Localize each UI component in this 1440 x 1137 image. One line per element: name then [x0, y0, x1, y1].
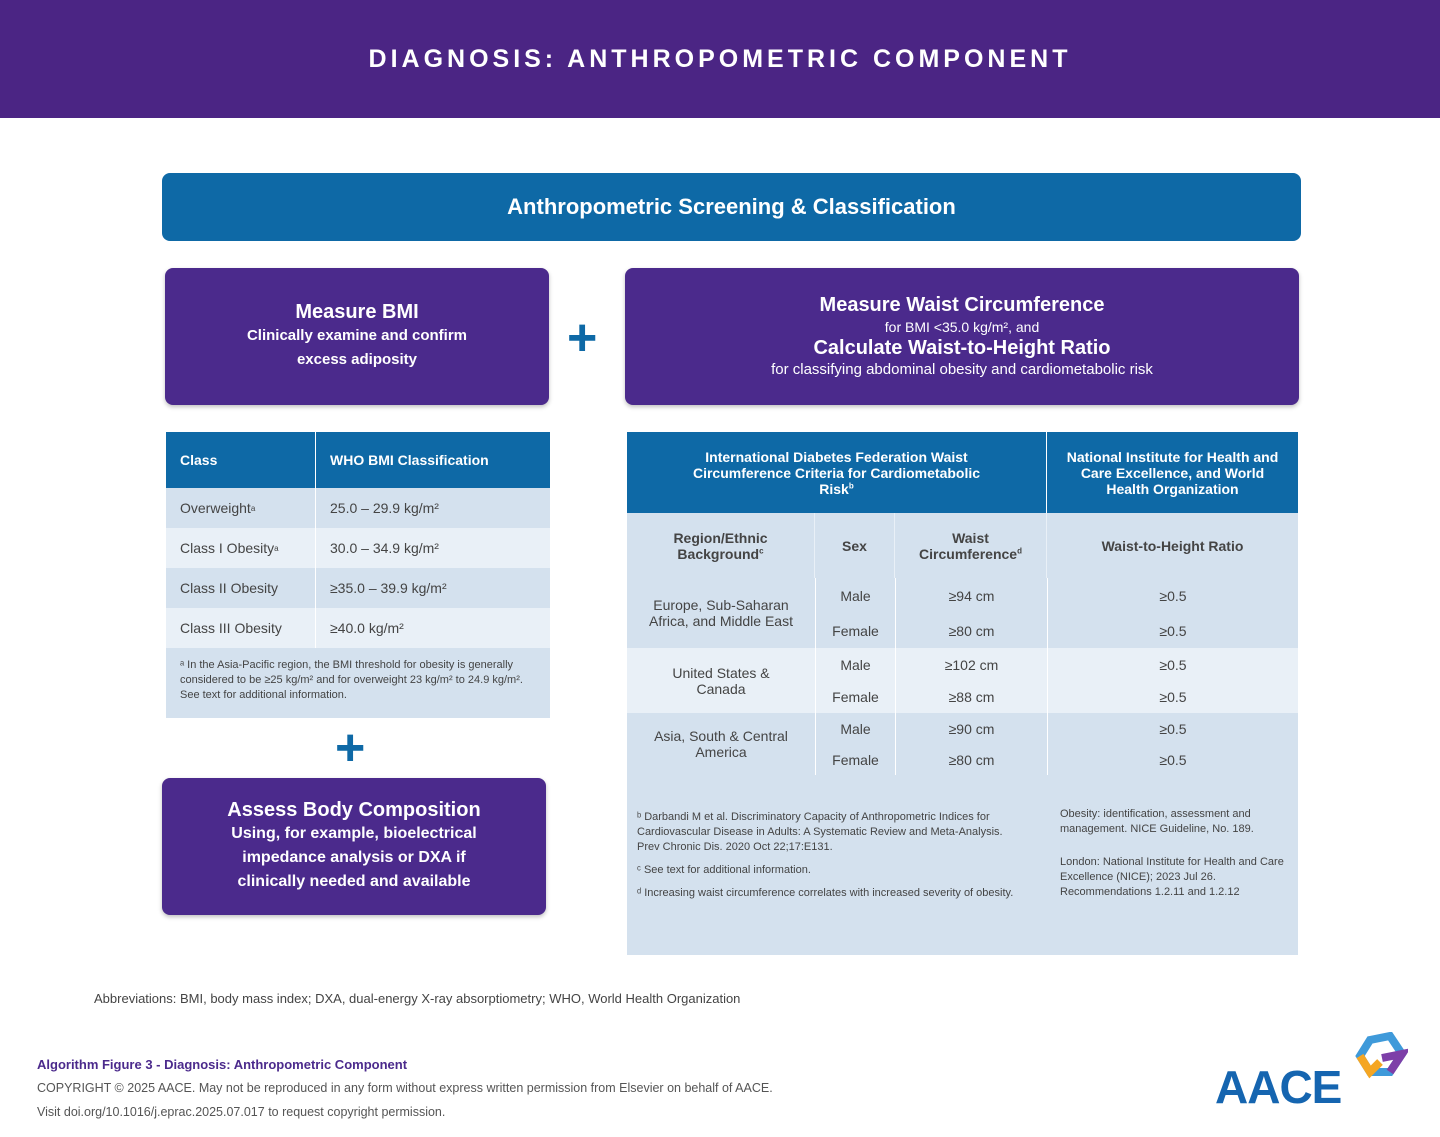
waist-footnotes: ᵇ Darbandi M et al. Discriminatory Capac… [627, 775, 1298, 955]
nice-reference: London: National Institute for Health an… [1060, 856, 1284, 898]
sup: a [274, 543, 279, 553]
nice-reference: Obesity: identification, assessment and … [1060, 808, 1254, 835]
nice-header: National Institute for Health and Care E… [1047, 432, 1298, 513]
col-ratio: Waist-to-Height Ratio [1047, 513, 1298, 578]
waist-cell: ≥94 cm [895, 578, 1047, 614]
body-box-line: impedance analysis or DXA if [242, 849, 466, 866]
ratio-cell: ≥0.5 [1047, 681, 1298, 713]
bmi-class: Class I Obesity [180, 540, 275, 556]
region-cell: Asia, South & Central America [627, 713, 815, 775]
body-composition-box: Assess Body Composition Using, for examp… [162, 778, 546, 915]
ratio-box-sub: for classifying abdominal obesity and ca… [771, 360, 1153, 378]
bmi-class: Overweight [180, 500, 251, 516]
sup: c [759, 545, 764, 555]
aace-logo: AACE [1215, 1061, 1342, 1113]
region-cell: Europe, Sub-Saharan Africa, and Middle E… [627, 578, 815, 648]
bmi-class-cell: Class I Obesity a [166, 528, 315, 568]
sex-cell: Male [815, 713, 895, 745]
idf-header: International Diabetes Federation Waist … [627, 432, 1046, 513]
figure-caption: Algorithm Figure 3 - Diagnosis: Anthropo… [37, 1057, 408, 1072]
sup: b [848, 480, 854, 490]
bmi-col-class: Class [166, 432, 315, 488]
bmi-value-cell: 25.0 – 29.9 kg/m² [316, 488, 550, 528]
sup: d [1017, 545, 1022, 555]
abbreviations: Abbreviations: BMI, body mass index; DXA… [94, 991, 741, 1006]
waist-box-sub: for BMI <35.0 kg/m², and [884, 318, 1040, 335]
bmi-box-line: excess adiposity [296, 351, 418, 368]
sex-cell: Male [815, 648, 895, 681]
aace-logo-mark-icon [1355, 1032, 1408, 1079]
waist-cell: ≥90 cm [895, 713, 1047, 745]
waist-cell: ≥80 cm [895, 745, 1047, 775]
bmi-value-cell: ≥40.0 kg/m² [316, 608, 550, 648]
measure-bmi-box: Measure BMI Clinically examine and confi… [165, 268, 549, 405]
ratio-cell: ≥0.5 [1047, 614, 1298, 648]
waist-cell: ≥80 cm [895, 614, 1047, 648]
col-region: Region/Ethnic Backgroundc [627, 513, 815, 578]
col-region-text: Region/Ethnic Background [673, 529, 768, 562]
bmi-box-title: Measure BMI [295, 301, 419, 323]
waist-cell: ≥102 cm [895, 648, 1047, 681]
waist-footnote: ᵈ Increasing waist circumference correla… [637, 887, 1014, 899]
bmi-box-line: Clinically examine and confirm [246, 327, 468, 344]
copyright: COPYRIGHT © 2025 AACE. May not be reprod… [37, 1081, 773, 1095]
col-sex: Sex [815, 513, 895, 578]
plus-icon: + [567, 309, 598, 367]
bmi-class: Class II Obesity [180, 580, 279, 596]
bmi-value-cell: 30.0 – 34.9 kg/m² [316, 528, 550, 568]
ratio-box-title: Calculate Waist-to-Height Ratio [813, 336, 1111, 359]
sex-cell: Male [815, 578, 895, 614]
region-cell: United States & Canada [627, 648, 815, 713]
page-header: DIAGNOSIS: ANTHROPOMETRIC COMPONENT [0, 0, 1440, 118]
screening-banner: Anthropometric Screening & Classificatio… [162, 173, 1301, 241]
bmi-col-who: WHO BMI Classification [316, 432, 550, 488]
bmi-class: Class III Obesity [180, 620, 282, 636]
body-box-line: Using, for example, bioelectrical [231, 825, 477, 842]
measure-waist-box: Measure Waist Circumference for BMI <35.… [625, 268, 1299, 405]
waist-footnote: ᵇ Darbandi M et al. Discriminatory Capac… [637, 811, 1003, 853]
idf-header-text: International Diabetes Federation Waist … [692, 448, 981, 497]
sex-cell: Female [815, 745, 895, 775]
sex-cell: Female [815, 681, 895, 713]
sex-cell: Female [815, 614, 895, 648]
waist-footnote: ᶜ See text for additional information. [637, 864, 811, 876]
bmi-class-cell: Class III Obesity [166, 608, 315, 648]
copyright-link[interactable]: Visit doi.org/10.1016/j.eprac.2025.07.01… [37, 1105, 446, 1119]
body-box-title: Assess Body Composition [227, 799, 481, 821]
col-waist-text: Waist Circumference [919, 529, 1018, 562]
waist-box-title: Measure Waist Circumference [819, 293, 1105, 316]
plus-icon: + [335, 719, 366, 777]
waist-cell: ≥88 cm [895, 681, 1047, 713]
bmi-footnote: ᵃ In the Asia-Pacific region, the BMI th… [166, 648, 550, 718]
bmi-class-cell: Class II Obesity [166, 568, 315, 608]
bmi-class-cell: Overweight a [166, 488, 315, 528]
ratio-cell: ≥0.5 [1047, 648, 1298, 681]
sup: a [250, 503, 256, 513]
ratio-cell: ≥0.5 [1047, 713, 1298, 745]
ratio-cell: ≥0.5 [1047, 578, 1298, 614]
col-waist: Waist Circumferenced [895, 513, 1047, 578]
bmi-value-cell: ≥35.0 – 39.9 kg/m² [316, 568, 550, 608]
body-box-line: clinically needed and available [237, 873, 471, 890]
ratio-cell: ≥0.5 [1047, 745, 1298, 775]
